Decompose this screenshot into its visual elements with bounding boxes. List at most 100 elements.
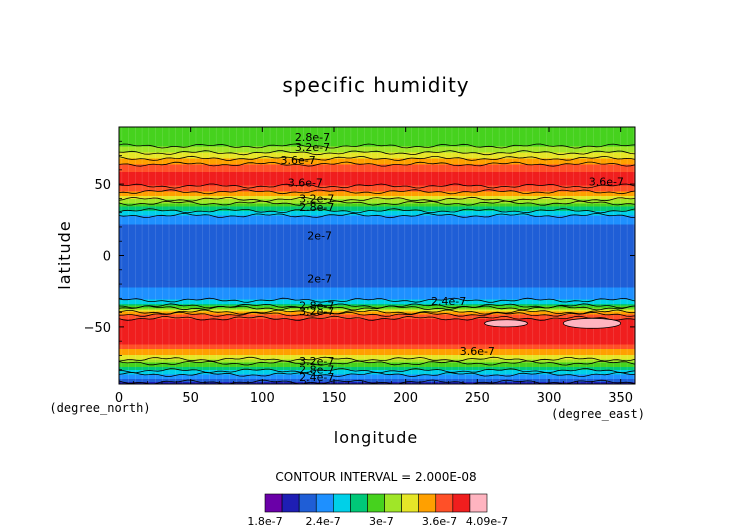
band-strip: [119, 268, 635, 270]
band-strip: [119, 349, 635, 351]
band-strip: [119, 317, 635, 320]
band-strip: [119, 320, 635, 323]
band-strip: [119, 353, 635, 356]
band-strip: [119, 286, 635, 288]
band-strip: [119, 377, 635, 380]
band-strip: [119, 328, 635, 330]
band-strip: [119, 157, 635, 159]
band-strip: [119, 235, 635, 237]
filled-contour-bands: [119, 127, 635, 384]
colorbar-label: 3e-7: [369, 515, 394, 528]
band-strip: [119, 250, 635, 252]
band-strip: [119, 272, 635, 275]
band-strip: [119, 182, 635, 185]
band-strip: [119, 314, 635, 317]
band-strip: [119, 127, 635, 129]
band-strip: [119, 260, 635, 263]
band-strip: [119, 254, 635, 257]
band-strip: [119, 358, 635, 360]
band-strip: [119, 191, 635, 194]
band-strip: [119, 197, 635, 200]
band-strip: [119, 146, 635, 149]
x-tick-label: 0: [115, 391, 123, 406]
band-strip: [119, 176, 635, 179]
contour-line: [119, 212, 635, 219]
peak-region: [484, 319, 528, 328]
colorbar-label: 4.09e-7: [466, 515, 508, 528]
band-strip: [119, 343, 635, 345]
band-strip: [119, 289, 635, 291]
band-strip: [119, 347, 635, 350]
band-strip: [119, 332, 635, 335]
contour-line: [119, 360, 635, 366]
contour-label: 2.4e-7: [431, 295, 466, 308]
band-strip: [119, 230, 635, 233]
band-strip: [119, 187, 635, 189]
band-strip: [119, 232, 635, 234]
contour-line: [119, 356, 635, 362]
contour-labels: 2.8e-73.2e-73.6e-73.6e-7 3.6e-73.2e-72.8e…: [281, 131, 624, 384]
band-strip: [119, 376, 635, 378]
x-axis-ticks: 0 50 100 150 200 250 300 350: [115, 127, 633, 406]
y-tick-label: 0: [103, 250, 111, 265]
band-strip: [119, 149, 635, 152]
band-strip: [119, 323, 635, 326]
band-strip: [119, 295, 635, 297]
band-strip: [119, 251, 635, 254]
x-axis-label: longitude: [334, 428, 418, 447]
colorbar-swatch: [452, 493, 471, 513]
band-strip: [119, 190, 635, 192]
band-strip: [119, 217, 635, 219]
band-strip: [119, 301, 635, 303]
band-strip: [119, 367, 635, 369]
x-unit-label: (degree_east): [551, 407, 645, 421]
y-tick-label: 50: [94, 178, 111, 193]
contour-label: 2e-7: [307, 272, 332, 285]
colorbar-swatch: [264, 493, 283, 513]
colorbar-swatch: [333, 493, 351, 513]
band-strip: [119, 275, 635, 278]
band-strip: [119, 341, 635, 344]
colorbar-swatch: [315, 493, 334, 513]
band-strip: [119, 287, 635, 290]
band-strip: [119, 241, 635, 243]
x-tick-label: 100: [250, 391, 275, 406]
contour-line: [119, 143, 635, 149]
band-strip: [119, 248, 635, 251]
contour-label: 2.8e-7: [299, 299, 334, 312]
contour-interval-label: CONTOUR INTERVAL = 2.000E-08: [275, 470, 476, 484]
x-tick-label: 350: [608, 391, 633, 406]
band-strip: [119, 257, 635, 260]
band-strip: [119, 142, 635, 144]
band-strip: [119, 178, 635, 180]
band-strip: [119, 226, 635, 228]
band-strip: [119, 238, 635, 240]
band-strip: [119, 311, 635, 314]
band-strip: [119, 263, 635, 266]
band-strip: [119, 322, 635, 324]
band-strip: [119, 356, 635, 359]
band-strip: [119, 170, 635, 173]
band-strip: [119, 161, 635, 164]
contour-line: [119, 309, 635, 315]
band-strip: [119, 184, 635, 186]
band-strip: [119, 274, 635, 276]
band-strip: [119, 220, 635, 222]
contour-label: 3.2e-7: [299, 192, 334, 205]
band-strip: [119, 364, 635, 366]
x-tick-label: 250: [465, 391, 490, 406]
band-strip: [119, 281, 635, 284]
band-strip: [119, 205, 635, 207]
band-strip: [119, 155, 635, 158]
colorbar-label: 2.4e-7: [306, 515, 341, 528]
band-strip: [119, 299, 635, 302]
contour-line: [119, 311, 635, 317]
band-strip: [119, 374, 635, 377]
band-strip: [119, 296, 635, 299]
band-strip: [119, 359, 635, 362]
band-strip: [119, 137, 635, 140]
band-strip: [119, 334, 635, 336]
y-axis-ticks: 50 0 −50: [84, 140, 635, 371]
contour-line: [119, 155, 635, 161]
peak-regions: [484, 317, 622, 329]
